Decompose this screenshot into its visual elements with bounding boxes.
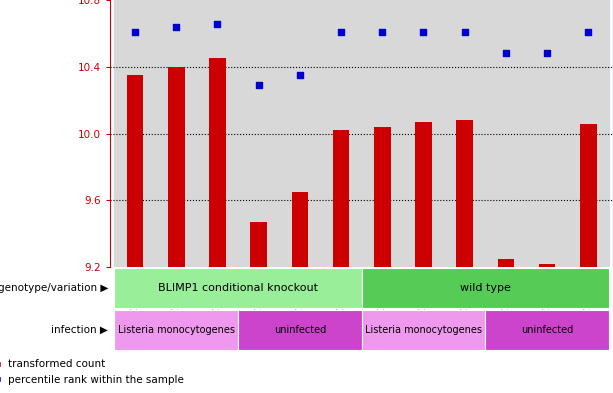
Text: Listeria monocytogenes: Listeria monocytogenes: [118, 325, 235, 335]
Point: [378, 29, 387, 35]
Text: BLIMP1 conditional knockout: BLIMP1 conditional knockout: [158, 283, 318, 293]
Bar: [403, 0, 444, 267]
Bar: [115, 310, 238, 350]
Point: [295, 72, 305, 78]
Bar: [280, 0, 321, 267]
Bar: [539, 264, 555, 267]
Bar: [238, 0, 280, 267]
Bar: [457, 120, 473, 267]
Bar: [362, 310, 485, 350]
Bar: [362, 0, 403, 267]
Text: uninfected: uninfected: [521, 325, 573, 335]
Bar: [321, 0, 362, 267]
Text: Listeria monocytogenes: Listeria monocytogenes: [365, 325, 482, 335]
Bar: [197, 0, 238, 267]
Bar: [251, 222, 267, 267]
Point: [172, 24, 181, 30]
Bar: [362, 268, 609, 308]
Bar: [156, 0, 197, 267]
Bar: [485, 0, 527, 267]
Point: [213, 21, 223, 27]
Bar: [333, 130, 349, 267]
Bar: [168, 67, 185, 267]
Bar: [374, 127, 390, 267]
Bar: [209, 59, 226, 267]
Point: [460, 29, 470, 35]
Point: [542, 50, 552, 57]
Text: infection ▶: infection ▶: [51, 325, 108, 335]
Point: [130, 29, 140, 35]
Text: uninfected: uninfected: [274, 325, 326, 335]
Bar: [292, 192, 308, 267]
Bar: [415, 122, 432, 267]
Point: [501, 50, 511, 57]
Bar: [115, 0, 156, 267]
Text: wild type: wild type: [460, 283, 511, 293]
Point: [419, 29, 428, 35]
Text: genotype/variation ▶: genotype/variation ▶: [0, 283, 108, 293]
Bar: [580, 123, 596, 267]
Bar: [527, 0, 568, 267]
Point: [336, 29, 346, 35]
Bar: [498, 259, 514, 267]
Bar: [127, 75, 143, 267]
Bar: [115, 268, 362, 308]
Legend: transformed count, percentile rank within the sample: transformed count, percentile rank withi…: [0, 355, 188, 389]
Bar: [568, 0, 609, 267]
Bar: [444, 0, 485, 267]
Bar: [238, 310, 362, 350]
Point: [254, 82, 264, 88]
Bar: [485, 310, 609, 350]
Point: [584, 29, 593, 35]
